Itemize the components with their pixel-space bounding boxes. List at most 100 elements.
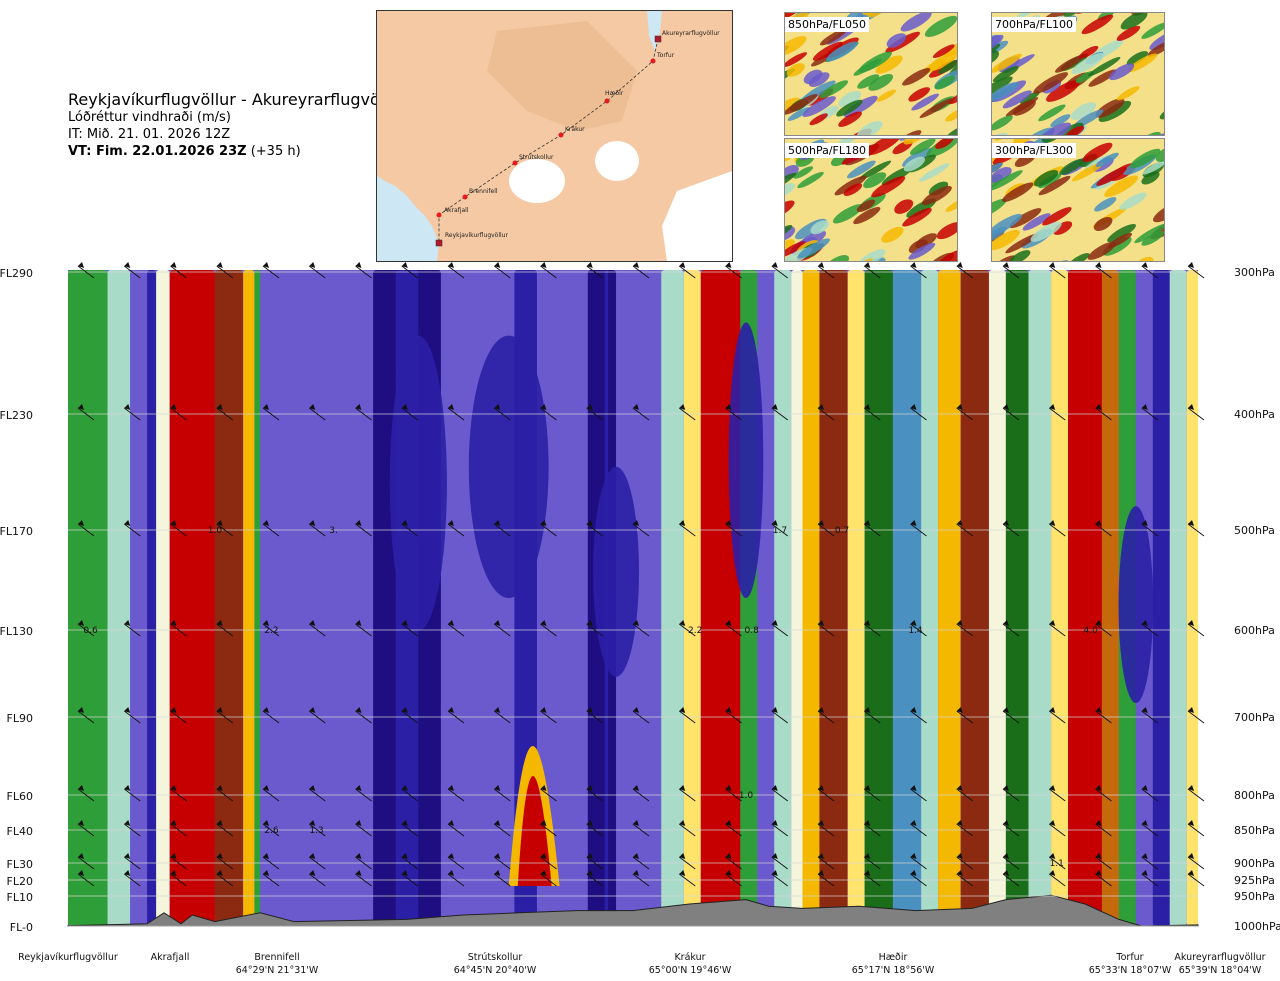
- barb-shaft: [1141, 788, 1159, 802]
- wind-barb: [1002, 785, 1020, 802]
- barb-shaft: [493, 265, 511, 279]
- barb-flag: [725, 404, 732, 410]
- glacier-vatnajokull: [662, 171, 732, 261]
- wind-barb: [863, 853, 881, 870]
- waypoint-label: Hæðir: [605, 90, 624, 97]
- barb-flag: [309, 620, 316, 626]
- barb-shaft: [123, 623, 141, 637]
- location-coord: 65°33'N 18°07'W: [1089, 965, 1172, 976]
- barb-flag: [1141, 520, 1148, 526]
- level-map-stripe: [843, 95, 878, 118]
- level-map-stripe: [786, 63, 805, 77]
- barb-shaft: [447, 407, 465, 421]
- barb-shaft: [817, 856, 835, 870]
- wind-barb: [1048, 520, 1066, 537]
- barb-flag: [448, 520, 454, 526]
- barb-shaft: [1141, 623, 1159, 637]
- barb-shaft: [1141, 823, 1159, 837]
- flight-level-label: FL30: [7, 858, 33, 871]
- barb-shaft: [771, 265, 789, 279]
- barb-flag: [771, 520, 778, 526]
- barb-shaft: [170, 623, 187, 637]
- wind-barb: [1095, 820, 1112, 837]
- barb-shaft: [1141, 856, 1159, 870]
- barb-flag: [401, 404, 408, 410]
- barb-flag: [633, 262, 639, 268]
- wind-band: [892, 270, 922, 926]
- barb-shaft: [216, 623, 234, 637]
- barb-flag: [540, 870, 547, 876]
- barb-flag: [910, 820, 917, 826]
- barb-flag: [1003, 870, 1009, 876]
- barb-flag: [910, 404, 917, 410]
- barb-flag: [263, 404, 269, 410]
- level-map-500-label: 500hPa/FL180: [785, 143, 870, 158]
- barb-shaft: [170, 788, 187, 802]
- wind-barb: [678, 262, 696, 279]
- flight-level-label: FL40: [7, 825, 33, 838]
- barb-shaft: [447, 710, 465, 724]
- waypoint-marker: [650, 58, 656, 64]
- level-map-stripe: [911, 93, 939, 111]
- wind-barb: [540, 785, 557, 802]
- barb-shaft: [540, 265, 557, 279]
- wind-barb: [771, 785, 789, 802]
- wind-barb: [1187, 785, 1205, 802]
- level-map-stripe: [1155, 146, 1164, 163]
- wind-barb: [216, 520, 234, 537]
- barb-shaft: [216, 523, 234, 537]
- barb-flag: [1141, 262, 1148, 268]
- barb-flag: [355, 520, 362, 526]
- wind-barb: [447, 870, 465, 887]
- level-map-stripe: [1038, 122, 1072, 135]
- wind-barb: [401, 404, 419, 421]
- wind-barb: [77, 520, 95, 537]
- barb-flag: [910, 785, 917, 791]
- level-map-stripe: [992, 50, 999, 66]
- barb-flag: [494, 820, 501, 826]
- level-map-stripe: [1053, 221, 1073, 235]
- level-map-stripe: [867, 13, 888, 18]
- barb-shaft: [725, 623, 742, 637]
- wind-barb: [1002, 262, 1020, 279]
- barb-flag: [586, 404, 593, 410]
- barb-shaft: [1048, 407, 1066, 421]
- level-map-stripe: [919, 98, 953, 119]
- flight-level-label: FL230: [0, 409, 33, 422]
- barb-flag: [1095, 707, 1102, 713]
- airport-marker: [654, 35, 662, 43]
- wind-barb: [123, 520, 141, 537]
- wind-barb: [308, 853, 326, 870]
- barb-flag: [864, 520, 871, 526]
- level-map-stripe: [938, 58, 957, 74]
- barb-shaft: [632, 873, 650, 887]
- level-map-stripe: [1141, 22, 1164, 39]
- level-map-stripe: [1065, 125, 1085, 135]
- level-map-stripe: [863, 172, 887, 189]
- barb-shaft: [1187, 823, 1205, 837]
- wind-band: [988, 270, 1006, 926]
- wind-barb: [817, 262, 835, 279]
- barb-flag: [818, 262, 824, 268]
- barb-shaft: [817, 623, 835, 637]
- level-map-stripe: [810, 220, 829, 235]
- barb-shaft: [77, 407, 95, 421]
- level-map-stripe: [1107, 232, 1133, 248]
- wind-barb: [1095, 404, 1112, 421]
- level-map-stripe: [868, 73, 894, 91]
- level-map-300-label: 300hPa/FL300: [992, 143, 1077, 158]
- barb-flag: [586, 785, 593, 791]
- barb-flag: [78, 820, 84, 826]
- wind-barb: [632, 620, 650, 637]
- wind-barb: [586, 820, 604, 837]
- barb-shaft: [355, 523, 372, 537]
- barb-shaft: [401, 523, 419, 537]
- wind-barb: [1141, 870, 1159, 887]
- barb-shaft: [817, 788, 835, 802]
- barb-flag: [494, 520, 501, 526]
- wind-barb: [1187, 870, 1205, 887]
- barb-flag: [170, 520, 177, 526]
- level-map-stripe: [853, 58, 882, 76]
- level-map-stripe: [853, 206, 881, 225]
- level-map-stripe: [1141, 171, 1160, 185]
